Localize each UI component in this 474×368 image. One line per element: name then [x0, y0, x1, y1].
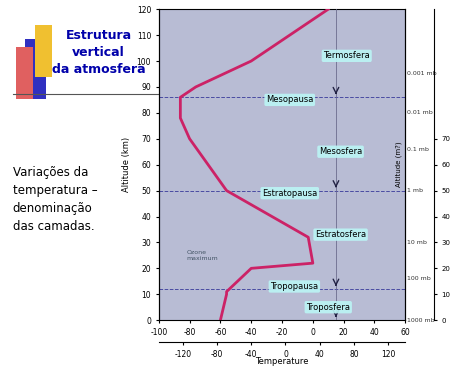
Text: 0.1 mb: 0.1 mb — [407, 146, 428, 152]
Text: Mesosfera: Mesosfera — [319, 147, 362, 156]
Text: 100 mb: 100 mb — [407, 276, 430, 281]
Text: Estratosfera: Estratosfera — [315, 230, 366, 239]
Text: Tropopausa: Tropopausa — [270, 282, 319, 291]
Y-axis label: Altitude (m?): Altitude (m?) — [396, 142, 402, 187]
Y-axis label: Altitude (km): Altitude (km) — [122, 137, 131, 192]
Text: 1 mb: 1 mb — [407, 188, 423, 193]
Text: Estratopausa: Estratopausa — [262, 189, 318, 198]
Text: Ozone
maximum: Ozone maximum — [187, 250, 218, 261]
Text: Troposfera: Troposfera — [306, 303, 350, 312]
Text: Mesopausa: Mesopausa — [266, 95, 313, 105]
Bar — [16, 47, 33, 99]
Text: Temperature: Temperature — [255, 357, 309, 366]
Text: Termosfera: Termosfera — [323, 52, 370, 60]
Text: Estrutura
vertical
da atmosfera: Estrutura vertical da atmosfera — [52, 29, 145, 77]
Text: 0.01 mb: 0.01 mb — [407, 110, 432, 115]
Bar — [26, 39, 46, 99]
Text: 10 mb: 10 mb — [407, 240, 427, 245]
Bar — [35, 25, 53, 77]
Text: 1000 mb: 1000 mb — [407, 318, 434, 323]
Text: Variações da
temperatura –
denominação
das camadas.: Variações da temperatura – denominação d… — [13, 166, 97, 233]
Text: 0.001 mb: 0.001 mb — [407, 71, 436, 77]
